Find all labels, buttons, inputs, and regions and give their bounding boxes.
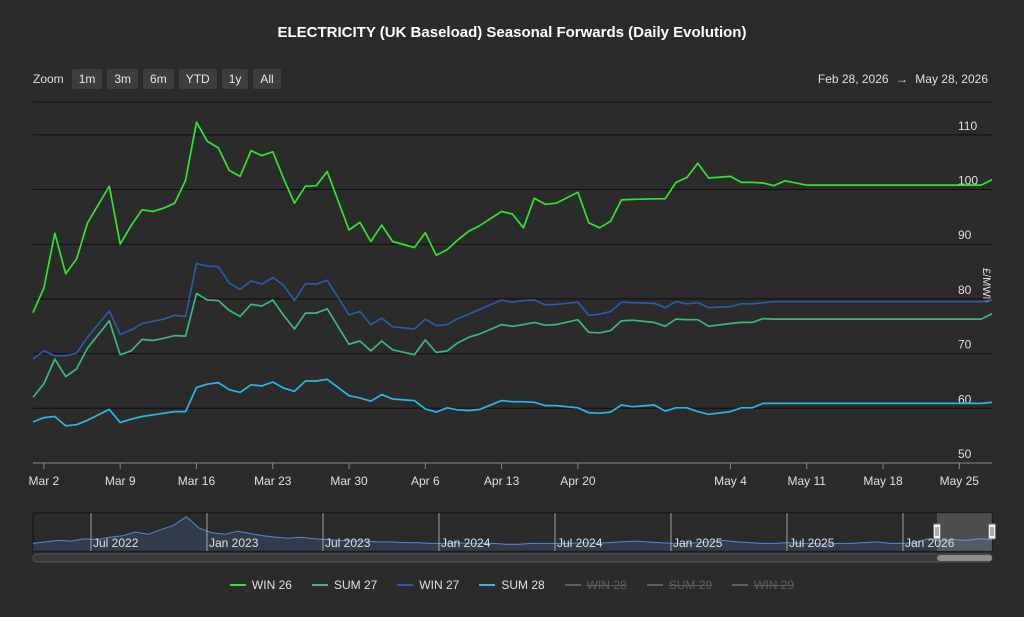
- x-tick-label: May 18: [863, 474, 903, 488]
- navigator-date-label: Jul 2022: [93, 536, 139, 550]
- legend-swatch: [564, 584, 581, 586]
- y-tick-label: 100: [958, 174, 978, 188]
- x-axis: Mar 2 Mar 9 Mar 16 Mar 23 Mar 30 Apr 6 Apr 13 A…: [29, 462, 992, 488]
- series-line-win-27[interactable]: [32, 262, 993, 360]
- legend-label: SUM 28: [501, 578, 545, 592]
- navigator-date-label: Jan 2023: [209, 536, 259, 550]
- navigator-date-label: Jul 2025: [789, 536, 835, 550]
- x-tick-label: May 4: [714, 474, 747, 488]
- range-from[interactable]: Feb 28, 2026: [817, 72, 889, 86]
- zoom-1y-button[interactable]: 1y: [221, 69, 249, 89]
- y-tick-label: 110: [958, 119, 977, 133]
- zoom-bar: Zoom 1m 3m 6m YTD 1y All: [33, 69, 281, 89]
- legend-item-sum-28[interactable]: SUM 28: [479, 578, 545, 592]
- x-tick-label: Apr 6: [411, 474, 440, 488]
- x-tick-label: Mar 2: [29, 474, 60, 488]
- zoom-3m-button[interactable]: 3m: [107, 69, 139, 89]
- series-lines: [32, 121, 993, 427]
- legend-label: SUM 29: [668, 578, 713, 592]
- navigator-date-label: Jan 2026: [905, 536, 955, 550]
- legend-swatch: [397, 584, 414, 586]
- legend-label: WIN 28: [586, 578, 627, 592]
- legend-swatch: [732, 584, 749, 586]
- legend-label: WIN 29: [754, 578, 795, 592]
- date-range-display: Feb 28, 2026 → May 28, 2026: [816, 72, 990, 86]
- x-tick-label: Mar 30: [330, 474, 368, 488]
- legend-label: WIN 27: [419, 578, 460, 592]
- grid-lines: [33, 101, 992, 464]
- y-tick-label: 50: [958, 447, 972, 461]
- legend-item-sum-29[interactable]: SUM 29: [646, 578, 713, 592]
- legend-item-win-29[interactable]: WIN 29: [732, 578, 794, 592]
- legend-swatch: [311, 584, 328, 586]
- scrollbar-track[interactable]: [32, 553, 993, 563]
- x-tick-label: Apr 20: [560, 474, 596, 488]
- x-tick-label: Mar 16: [178, 474, 216, 488]
- legend-item-win-26[interactable]: WIN 26: [229, 578, 292, 592]
- navigator-handle-left[interactable]: [933, 523, 941, 540]
- navigator-date-label: Jul 2024: [557, 536, 603, 550]
- y-tick-label: 80: [958, 283, 972, 297]
- y-tick-label: 90: [958, 228, 972, 242]
- x-tick-label: Mar 23: [254, 474, 292, 488]
- x-tick-label: Apr 13: [484, 474, 520, 488]
- legend-item-win-27[interactable]: WIN 27: [397, 578, 459, 592]
- x-tick-label: Mar 9: [105, 474, 136, 488]
- legend-label: SUM 27: [333, 578, 378, 592]
- legend-label: WIN 26: [251, 578, 292, 592]
- navigator-handle-right[interactable]: [988, 523, 996, 540]
- zoom-1m-button[interactable]: 1m: [71, 69, 103, 89]
- navigator-area: [33, 516, 992, 551]
- range-to[interactable]: May 28, 2026: [915, 72, 988, 86]
- zoom-label: Zoom: [33, 72, 64, 86]
- navigator[interactable]: Jul 2022 Jan 2023 Jul 2023 Jan 2024 Jul 2024…: [32, 512, 996, 563]
- zoom-ytd-button[interactable]: YTD: [178, 69, 217, 89]
- scrollbar-thumb[interactable]: [937, 555, 992, 561]
- navigator-line: [32, 516, 993, 545]
- zoom-all-button[interactable]: All: [253, 69, 281, 89]
- navigator-selection[interactable]: [937, 513, 992, 551]
- legend-item-win-28[interactable]: WIN 28: [564, 578, 627, 592]
- zoom-6m-button[interactable]: 6m: [143, 69, 174, 89]
- legend-swatch: [646, 584, 663, 586]
- legend: WIN 26 SUM 27 WIN 27 SUM 28 WIN 28 SUM 29 WIN …: [0, 578, 1024, 592]
- navigator-date-label: Jul 2023: [325, 536, 371, 550]
- navigator-date-label: Jan 2024: [441, 536, 491, 550]
- range-arrow: →: [895, 72, 908, 86]
- legend-swatch: [479, 584, 496, 586]
- legend-swatch: [229, 584, 246, 586]
- legend-item-sum-27[interactable]: SUM 27: [311, 578, 378, 592]
- chart-title: ELECTRICITY (UK Baseload) Seasonal Forwa…: [277, 24, 747, 41]
- series-line-sum-28[interactable]: [32, 378, 993, 427]
- navigator-date-label: Jan 2025: [673, 536, 723, 550]
- series-line-sum-27[interactable]: [32, 292, 993, 398]
- y-tick-label: 70: [958, 338, 972, 352]
- x-tick-label: May 11: [788, 474, 827, 488]
- series-line-win-26[interactable]: [32, 121, 993, 313]
- x-tick-label: May 25: [940, 474, 980, 488]
